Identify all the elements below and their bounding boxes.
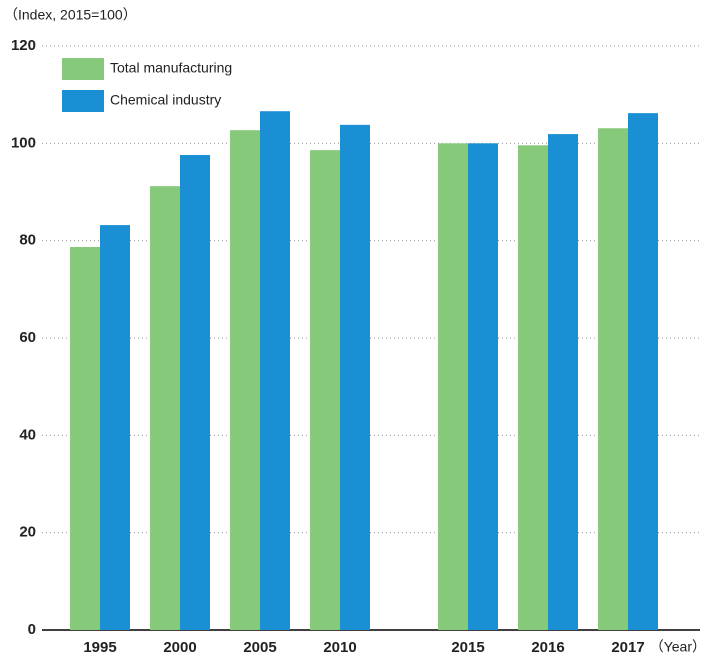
y-tick-label: 20: [19, 524, 36, 541]
bar: [628, 113, 658, 630]
x-tick-label: 2005: [243, 639, 276, 655]
bar: [548, 134, 578, 630]
bar: [310, 150, 340, 630]
bar: [100, 225, 130, 631]
x-axis-label: （Year）: [650, 639, 706, 655]
bar: [518, 145, 548, 630]
bar: [598, 128, 628, 630]
legend-swatch: [62, 90, 104, 112]
bar: [230, 130, 260, 630]
y-axis-label: （Index, 2015=100）: [4, 7, 137, 23]
x-tick-label: 2016: [531, 639, 564, 655]
y-tick-label: 120: [11, 37, 36, 54]
y-tick-label: 80: [19, 232, 36, 249]
bar: [468, 143, 498, 631]
legend-label: Total manufacturing: [110, 60, 232, 76]
x-tick-label: 2000: [163, 639, 196, 655]
legend-swatch: [62, 58, 104, 80]
x-tick-label: 1995: [83, 639, 116, 655]
y-tick-label: 0: [28, 621, 36, 638]
bar: [150, 186, 180, 630]
x-tick-label: 2010: [323, 639, 356, 655]
y-tick-label: 40: [19, 426, 36, 443]
x-tick-label: 2015: [451, 639, 484, 655]
y-tick-label: 100: [11, 134, 36, 151]
bar: [70, 246, 100, 630]
bar: [340, 124, 370, 630]
bar: [260, 111, 290, 631]
bar: [180, 155, 210, 630]
legend-label: Chemical industry: [110, 92, 221, 108]
y-tick-label: 60: [19, 329, 36, 346]
bar: [438, 143, 468, 631]
x-tick-label: 2017: [611, 639, 644, 655]
